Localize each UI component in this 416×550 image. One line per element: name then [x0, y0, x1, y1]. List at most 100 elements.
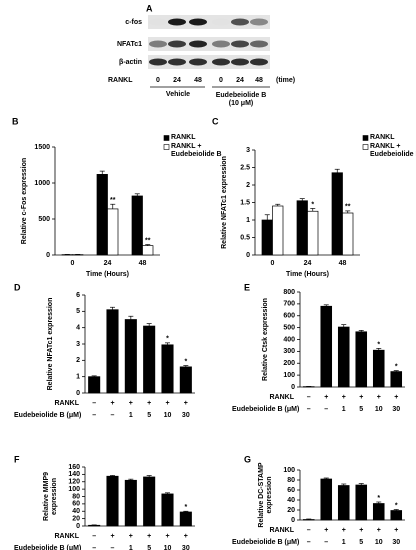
y-tick-label: 500 [38, 216, 50, 223]
row-value: – [324, 406, 328, 413]
bar [88, 524, 101, 527]
blot-lane-label: 24 [236, 77, 244, 84]
y-axis-label: Relative MMP9 expression [43, 471, 58, 522]
bar [342, 212, 354, 256]
significance: * [377, 341, 380, 348]
legend-label: RANKL [171, 134, 196, 141]
y-tick-label: 1 [246, 217, 250, 224]
y-tick-label: 80 [287, 477, 295, 484]
blot-band [212, 40, 230, 48]
bar [337, 485, 350, 521]
y-tick-label: 700 [283, 301, 295, 308]
row-label: RANKL [55, 533, 80, 540]
row-value: – [92, 400, 96, 407]
y-tick-label: 40 [72, 508, 80, 515]
y-tick-label: 20 [287, 507, 295, 514]
row-value: + [377, 527, 381, 534]
y-tick-label: 500 [283, 324, 295, 331]
blot-group-label-box: Eudebeiolide B (10 μM) [216, 92, 267, 107]
y-tick-label: 200 [283, 360, 295, 367]
blot-group-label-group: Vehicle [166, 91, 190, 98]
blot-lane-label: 48 [194, 77, 202, 84]
bar [261, 219, 273, 256]
row-value: + [147, 533, 151, 540]
bar [96, 174, 108, 256]
row-value: + [147, 400, 151, 407]
bar [302, 519, 315, 521]
row-value: 5 [147, 545, 151, 550]
panel-label: D [14, 282, 21, 292]
significance: ** [145, 237, 151, 244]
row-value: 10 [375, 406, 383, 413]
blot-band [231, 40, 249, 48]
y-tick-label: 2 [76, 357, 80, 364]
y-tick-label: 4 [76, 325, 80, 332]
legend-swatch [163, 135, 170, 141]
blot-strip [148, 15, 270, 29]
significance: ** [345, 204, 351, 211]
bar [272, 205, 284, 256]
y-tick-label: 0.5 [240, 234, 250, 241]
row-value: + [359, 527, 363, 534]
y-tick-label: 0 [246, 252, 250, 259]
row-label: Eudebeiolide B (μM) [232, 406, 299, 413]
row-value: + [324, 527, 328, 534]
y-tick-label: 400 [283, 336, 295, 343]
row-value: – [92, 412, 96, 419]
y-tick-label: 0 [76, 523, 80, 530]
row-value: – [92, 545, 96, 550]
y-axis-label: Relative Ctsk expression [262, 298, 269, 381]
legend-label-group: RANKL [370, 134, 395, 141]
legend-swatch [163, 144, 170, 150]
row-label: RANKL [270, 527, 295, 534]
blot-lane-label: 24 [173, 77, 181, 84]
x-tick-label: 0 [71, 260, 75, 267]
blot-lane-label: 48 [255, 77, 263, 84]
y-tick-label: 1 [76, 374, 80, 381]
y-tick-label: 0 [46, 252, 50, 259]
panel-label: E [244, 282, 250, 292]
row-value: 30 [392, 406, 400, 413]
row-value: 5 [359, 406, 363, 413]
blot-band [149, 18, 167, 26]
bar [124, 479, 137, 527]
legend-swatch [362, 135, 369, 141]
row-value: + [394, 527, 398, 534]
x-tick-label: 24 [304, 260, 312, 267]
y-axis-label-box: Relative NFATc1 expression [47, 297, 54, 391]
bar [372, 349, 385, 388]
y-tick-label: 0 [291, 384, 295, 391]
blot-band [168, 58, 186, 66]
blot-band [189, 40, 207, 48]
significance: * [184, 358, 187, 365]
bar [131, 195, 143, 256]
row-label: RANKL [55, 400, 80, 407]
row-label: Eudebeiolide B (μM) [14, 545, 81, 550]
legend-label-box: RANKL [171, 134, 196, 141]
blot-band [168, 18, 186, 26]
blot-band [250, 40, 268, 48]
y-axis-label: Relative NFATc1 expression [221, 156, 228, 249]
y-axis-label: Relative NFATc1 expression [47, 297, 54, 391]
y-tick-label: 80 [72, 493, 80, 500]
bar [372, 503, 385, 521]
y-tick-label: 2.5 [240, 164, 250, 171]
bar [106, 475, 119, 527]
row-value: + [129, 400, 133, 407]
row-value: – [111, 545, 115, 550]
x-tick-label: 48 [339, 260, 347, 267]
x-axis-label: Time (Hours) [86, 271, 129, 278]
row-value: – [324, 539, 328, 546]
row-value: 1 [342, 406, 346, 413]
blot-band [250, 18, 268, 26]
y-tick-label: 100 [283, 467, 295, 474]
bar [143, 325, 156, 394]
y-tick-label: 6 [76, 292, 80, 299]
y-tick-label: 160 [68, 464, 80, 471]
legend-label: RANKL + Eudebeiolide B [171, 143, 222, 158]
y-tick-label: 3 [246, 147, 250, 154]
bar [296, 200, 308, 256]
panel-label: B [12, 116, 19, 126]
y-tick-label: 300 [283, 348, 295, 355]
